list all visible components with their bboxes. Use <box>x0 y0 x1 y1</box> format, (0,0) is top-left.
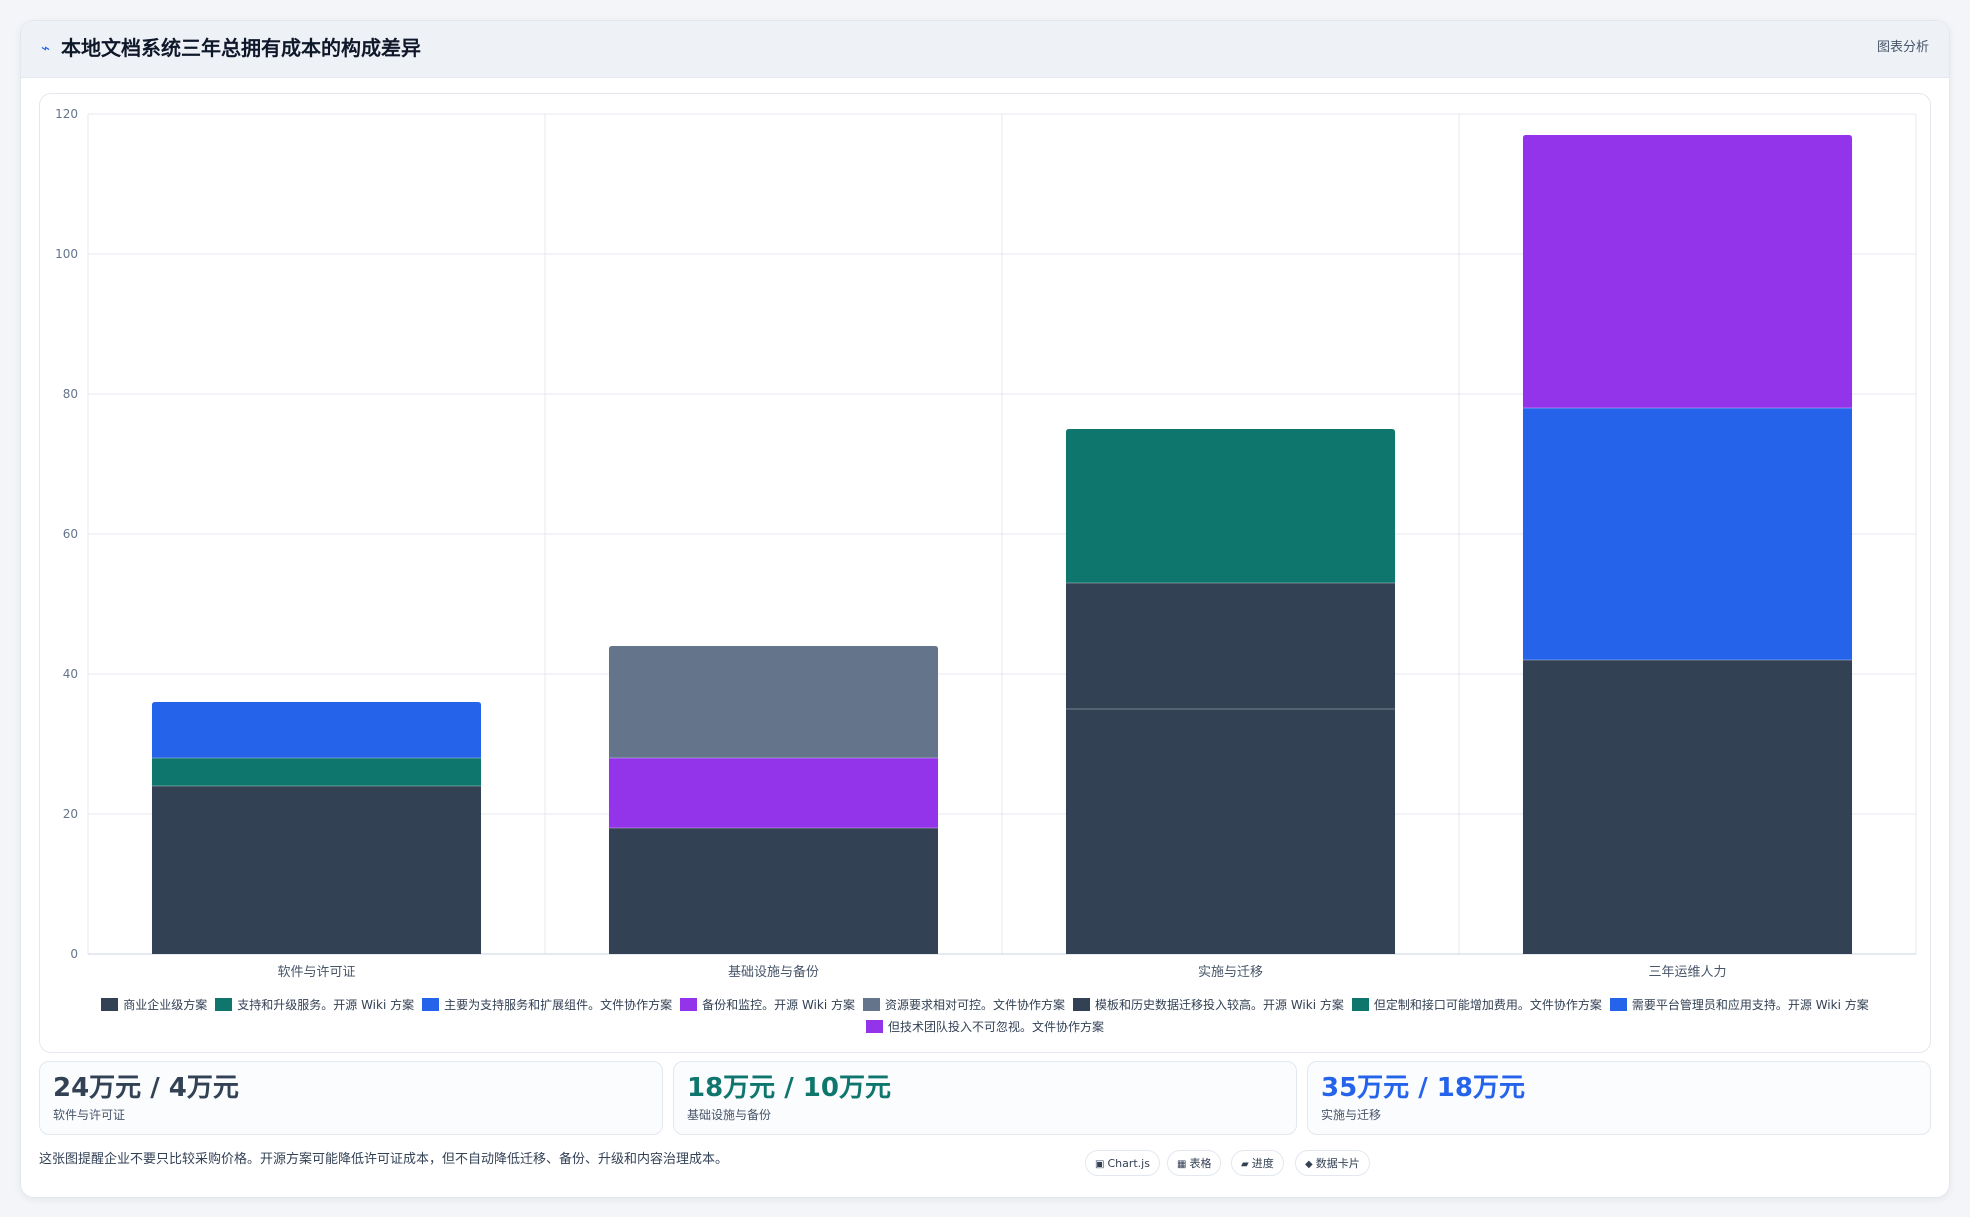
legend-swatch <box>215 998 233 1011</box>
table-icon: ▦ <box>1177 1159 1187 1170</box>
legend-item[interactable]: 资源要求相对可控。文件协作方案 <box>863 994 1065 1016</box>
stat-value: 18万元 / 10万元 <box>687 1073 891 1103</box>
bar-segment <box>151 702 482 758</box>
chart-container: 0 20 40 60 80 100 120 软件与许可证 基础设施与备份 实施与迁移 三年运维人力 … <box>39 93 1931 1053</box>
chip-label: Chart.js <box>1107 1157 1150 1170</box>
x-tick-label: 实施与迁移 <box>1198 965 1263 980</box>
stat-card-software: 24万元 / 4万元 软件与许可证 <box>39 1061 663 1135</box>
legend-label: 备份和监控。开源 Wiki 方案 <box>702 998 855 1012</box>
x-tick-label: 软件与许可证 <box>277 965 355 980</box>
chip-label: 数据卡片 <box>1315 1157 1360 1170</box>
legend-label: 需要平台管理员和应用支持。开源 Wiki 方案 <box>1631 998 1869 1012</box>
stat-label: 软件与许可证 <box>53 1108 126 1122</box>
legend-item[interactable]: 支持和升级服务。开源 Wiki 方案 <box>215 994 414 1016</box>
legend-label: 但定制和接口可能增加费用。文件协作方案 <box>1373 998 1602 1012</box>
stat-value: 24万元 / 4万元 <box>53 1073 239 1103</box>
legend-label: 资源要求相对可控。文件协作方案 <box>885 998 1066 1012</box>
legend-label: 主要为支持服务和扩展组件。文件协作方案 <box>444 998 673 1012</box>
chart-card: ⌁ 本地文档系统三年总拥有成本的构成差异 图表分析 0 20 40 60 80 100 12… <box>20 20 1950 1198</box>
bar-segment <box>1522 660 1853 954</box>
footer-note: 这张图提醒企业不要只比较采购价格。开源方案可能降低许可证成本，但不自动降低迁移、… <box>39 1152 729 1167</box>
chip-progress[interactable]: ▰ 进度 <box>1231 1150 1284 1176</box>
bar-segment <box>608 828 939 954</box>
bar-segment <box>1522 408 1853 660</box>
legend-item[interactable]: 模板和历史数据迁移投入较高。开源 Wiki 方案 <box>1073 994 1344 1016</box>
legend-swatch <box>1351 998 1369 1011</box>
page-title: 本地文档系统三年总拥有成本的构成差异 <box>61 36 421 60</box>
y-tick-label: 100 <box>55 247 78 261</box>
card-header: ⌁ 本地文档系统三年总拥有成本的构成差异 图表分析 <box>21 21 1949 78</box>
legend-item[interactable]: 商业企业级方案 <box>101 994 207 1016</box>
stat-value: 35万元 / 18万元 <box>1321 1073 1525 1103</box>
legend-swatch <box>422 998 440 1011</box>
legend-swatch <box>863 998 880 1011</box>
legend-label: 但技术团队投入不可忽视。文件协作方案 <box>887 1020 1104 1034</box>
bar-segment <box>1065 583 1396 709</box>
stat-card-infrastructure: 18万元 / 10万元 基础设施与备份 <box>673 1061 1297 1135</box>
legend-label: 商业企业级方案 <box>123 998 208 1012</box>
chip-label: 表格 <box>1189 1157 1212 1170</box>
legend-swatch <box>101 998 119 1011</box>
bar-segment <box>608 758 939 828</box>
chart-legend: 商业企业级方案 支持和升级服务。开源 Wiki 方案 主要为支持服务和扩展组件。文件… <box>80 994 1890 1038</box>
chip-chartjs[interactable]: ▣ Chart.js <box>1085 1150 1160 1176</box>
y-tick-label: 60 <box>63 527 78 541</box>
bar-segment <box>1065 429 1396 583</box>
y-tick-label: 80 <box>63 387 78 401</box>
legend-swatch <box>865 1020 883 1033</box>
bar-segment <box>151 786 482 954</box>
bar-segment <box>1065 709 1396 954</box>
chart-icon: ⌁ <box>41 39 51 57</box>
y-tick-label: 0 <box>70 947 78 961</box>
legend-item[interactable]: 需要平台管理员和应用支持。开源 Wiki 方案 <box>1609 994 1869 1016</box>
y-tick-label: 20 <box>63 807 78 821</box>
legend-label: 支持和升级服务。开源 Wiki 方案 <box>237 998 415 1012</box>
chip-data-card[interactable]: ◆ 数据卡片 <box>1295 1150 1370 1176</box>
legend-item[interactable]: 主要为支持服务和扩展组件。文件协作方案 <box>422 994 672 1016</box>
legend-swatch <box>1609 998 1627 1011</box>
stacked-bar-chart: 0 20 40 60 80 100 120 软件与许可证 基础设施与备份 实施与迁移 三年运维人力 <box>55 107 1917 980</box>
legend-swatch <box>1073 998 1091 1011</box>
legend-label: 模板和历史数据迁移投入较高。开源 Wiki 方案 <box>1095 998 1344 1012</box>
y-tick-label: 40 <box>63 667 78 681</box>
card-icon: ◆ <box>1305 1159 1313 1170</box>
y-tick-label: 120 <box>55 107 78 121</box>
bar-segment <box>151 758 482 786</box>
bar-segment <box>1522 135 1853 408</box>
legend-item[interactable]: 备份和监控。开源 Wiki 方案 <box>680 994 855 1016</box>
stat-label: 基础设施与备份 <box>687 1108 772 1122</box>
legend-item[interactable]: 但技术团队投入不可忽视。文件协作方案 <box>865 1016 1104 1038</box>
bar-segment <box>608 646 939 758</box>
legend-swatch <box>680 998 698 1011</box>
chip-label: 进度 <box>1251 1157 1274 1170</box>
chart-analysis-tag: 图表分析 <box>1876 40 1929 55</box>
stat-card-implementation: 35万元 / 18万元 实施与迁移 <box>1307 1061 1931 1135</box>
x-tick-label: 三年运维人力 <box>1648 965 1726 980</box>
stat-label: 实施与迁移 <box>1321 1108 1382 1122</box>
chart-icon: ▣ <box>1095 1159 1105 1170</box>
x-tick-label: 基础设施与备份 <box>728 964 819 980</box>
chip-table[interactable]: ▦ 表格 <box>1167 1150 1222 1176</box>
progress-icon: ▰ <box>1241 1159 1249 1170</box>
legend-item[interactable]: 但定制和接口可能增加费用。文件协作方案 <box>1351 994 1602 1016</box>
